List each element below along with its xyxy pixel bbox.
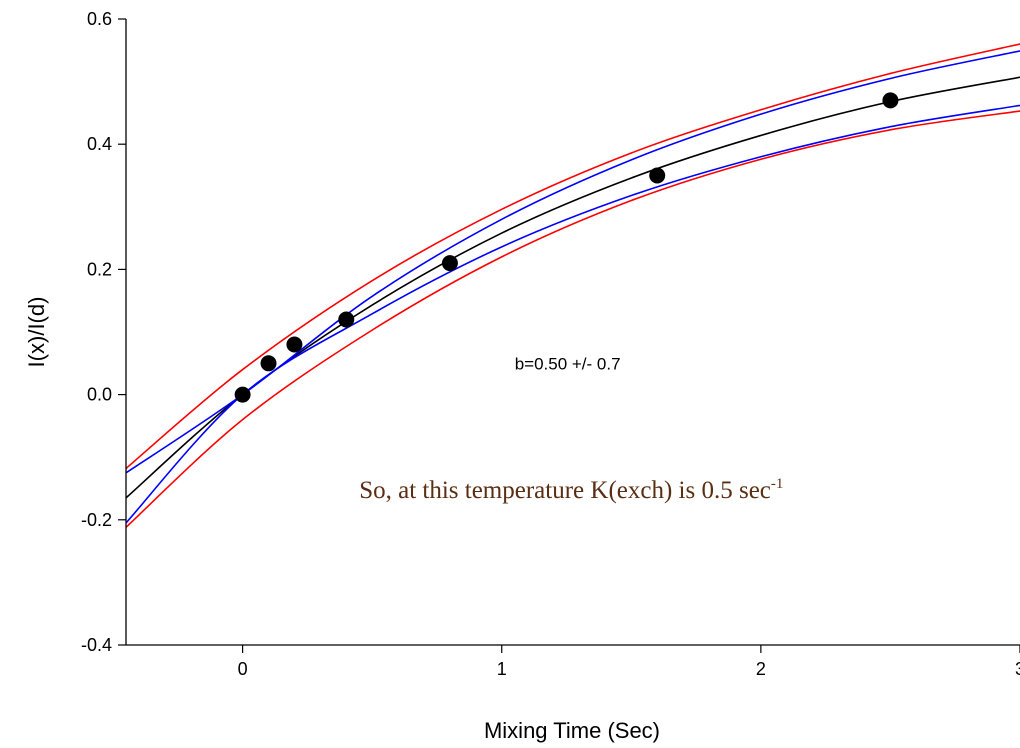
prediction-lower-curve [125, 110, 1020, 528]
data-point [286, 336, 303, 353]
confidence-upper-curve [125, 50, 1020, 474]
x-tick-label: 2 [756, 659, 766, 679]
y-tick-label: -0.2 [81, 510, 112, 530]
y-axis-title: I(x)/I(d) [24, 297, 49, 368]
y-tick-label: 0.2 [87, 259, 112, 279]
conclusion-annotation: So, at this temperature K(exch) is 0.5 s… [359, 476, 783, 504]
data-point [882, 92, 899, 109]
x-tick-label: 0 [238, 659, 248, 679]
y-tick-label: 0.4 [87, 134, 112, 154]
curves-layer [125, 43, 1020, 528]
conclusion-annotation-text: So, at this temperature K(exch) is 0.5 s… [359, 477, 771, 504]
data-point [260, 355, 277, 372]
data-point [234, 386, 251, 403]
axes-layer: -0.4 -0.2 0.0 0.2 0.4 0.6 0 1 2 3 [81, 9, 1020, 679]
points-layer [234, 92, 899, 403]
x-tick-label: 3 [1015, 659, 1020, 679]
data-point [649, 167, 666, 184]
y-tick-label: 0.0 [87, 385, 112, 405]
y-tick-label: 0.6 [87, 9, 112, 29]
fit-parameter-annotation: b=0.50 +/- 0.7 [515, 355, 621, 374]
prediction-upper-curve [125, 43, 1020, 470]
x-tick-label: 1 [497, 659, 507, 679]
data-point [338, 311, 355, 328]
y-tick-label: -0.4 [81, 635, 112, 655]
fit-curve [125, 76, 1020, 499]
data-point [441, 255, 458, 272]
conclusion-annotation-superscript: -1 [771, 476, 784, 492]
confidence-lower-curve [125, 104, 1020, 524]
x-axis-title: Mixing Time (Sec) [484, 718, 660, 743]
